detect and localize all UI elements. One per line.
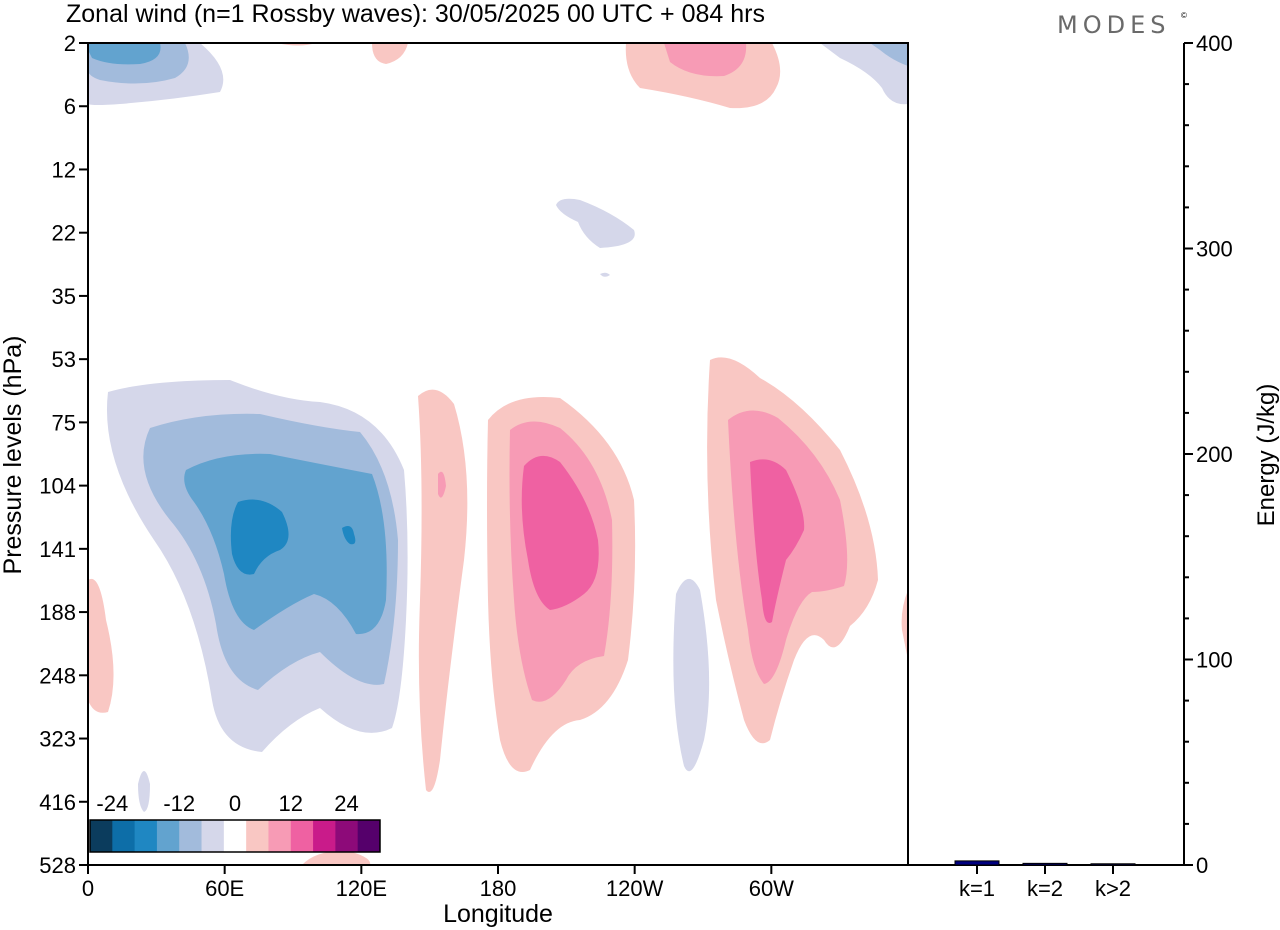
- colorbar-tick-label: 24: [334, 791, 358, 816]
- energy-bar-2: [1022, 862, 1068, 866]
- longitude-tick-label: 120W: [606, 876, 664, 901]
- longitude-tick-label: 60W: [749, 876, 794, 901]
- pressure-tick-label: 188: [39, 600, 76, 625]
- contour-left-pink: [88, 578, 114, 713]
- colorbar-swatch: [335, 820, 359, 852]
- brand-logo: MODES: [1057, 11, 1170, 39]
- colorbar-tick-label: -12: [163, 791, 195, 816]
- contour-right-pink: [901, 590, 908, 660]
- pressure-tick-label: 528: [39, 853, 76, 878]
- pressure-tick-label: 12: [52, 157, 76, 182]
- energy-panel: 0 100 200 300 400 k=1 k=2 k>2: [908, 31, 1233, 901]
- colorbar-swatch: [268, 820, 292, 852]
- pressure-tick-label: 248: [39, 663, 76, 688]
- energy-category-label: k=2: [1027, 876, 1063, 901]
- contour-bottom-pink: [302, 851, 371, 865]
- contour-pink-band: [418, 389, 468, 792]
- colorbar-tick-label: -24: [96, 791, 128, 816]
- contour-top-pink-2: [664, 43, 747, 77]
- energy-category-label: k>2: [1095, 876, 1131, 901]
- colorbar: -24 -12 0 12 24: [89, 791, 381, 853]
- energy-tick-label: 400: [1196, 31, 1233, 56]
- longitude-tick-label: 0: [82, 876, 94, 901]
- energy-bar-3: [1090, 863, 1136, 866]
- colorbar-swatch: [112, 820, 136, 852]
- longitude-tick-label: 180: [480, 876, 517, 901]
- colorbar-swatch: [290, 820, 314, 852]
- colorbar-swatch: [201, 820, 225, 852]
- contour-field: [88, 43, 908, 865]
- chart-title: Zonal wind (n=1 Rossby waves): 30/05/202…: [66, 0, 765, 28]
- contour-low-blue-blob: [138, 771, 150, 812]
- contour-strat-blue-dot: [600, 272, 610, 277]
- pressure-tick-label: 104: [39, 474, 76, 499]
- longitude-axis: 0 60E 120E 180 120W 60W: [82, 865, 794, 901]
- colorbar-swatch: [134, 820, 158, 852]
- x-axis-label: Longitude: [443, 900, 553, 928]
- pressure-tick-label: 22: [52, 221, 76, 246]
- y-axis-label: Pressure levels (hPa): [0, 336, 27, 575]
- contour-neg-level-4b: [342, 526, 356, 545]
- pressure-tick-label: 416: [39, 790, 76, 815]
- energy-tick-label: 0: [1196, 853, 1208, 878]
- colorbar-swatch: [313, 820, 336, 852]
- pressure-tick-label: 2: [64, 31, 76, 56]
- pressure-axis: 2 6 12 22 35 53 75 104 141 188 248 323 416 528: [39, 31, 88, 878]
- energy-axis-label: Energy (J/kg): [1253, 384, 1280, 527]
- pressure-tick-label: 75: [52, 410, 76, 435]
- contour-top-blue-3: [88, 43, 161, 65]
- energy-tick-label: 100: [1196, 648, 1233, 673]
- contour-neg-level-4: [230, 499, 289, 575]
- energy-tick-label: 200: [1196, 442, 1233, 467]
- energy-bar-1: [954, 860, 1000, 866]
- pressure-tick-label: 53: [52, 347, 76, 372]
- contour-pos-b-level-3: [750, 459, 805, 624]
- contour-pos-a-level-3: [521, 455, 599, 610]
- pressure-tick-label: 6: [64, 94, 76, 119]
- longitude-tick-label: 120E: [336, 876, 387, 901]
- brand-mark: ©: [1181, 11, 1187, 20]
- colorbar-swatch: [156, 820, 180, 852]
- colorbar-swatch: [357, 820, 381, 852]
- pressure-tick-label: 323: [39, 727, 76, 752]
- energy-category-label: k=1: [959, 876, 995, 901]
- colorbar-swatch: [246, 820, 269, 852]
- contour-top-right-blue-1: [820, 43, 908, 105]
- colorbar-tick-label: 12: [279, 791, 303, 816]
- colorbar-swatch: [223, 820, 247, 852]
- energy-tick-label: 300: [1196, 237, 1233, 262]
- contour-strat-blue: [556, 198, 635, 248]
- pressure-tick-label: 141: [39, 537, 76, 562]
- pressure-tick-label: 35: [52, 284, 76, 309]
- contour-neg-blob-120w: [673, 578, 710, 772]
- contour-pink-band-core: [438, 471, 446, 498]
- contour-top-pink-small: [372, 43, 408, 64]
- colorbar-frame: [89, 819, 381, 853]
- colorbar-tick-label: 0: [229, 791, 241, 816]
- contour-top-right-blue-2: [870, 43, 908, 66]
- colorbar-swatch: [179, 820, 202, 852]
- colorbar-swatch: [90, 820, 113, 852]
- longitude-tick-label: 60E: [205, 876, 244, 901]
